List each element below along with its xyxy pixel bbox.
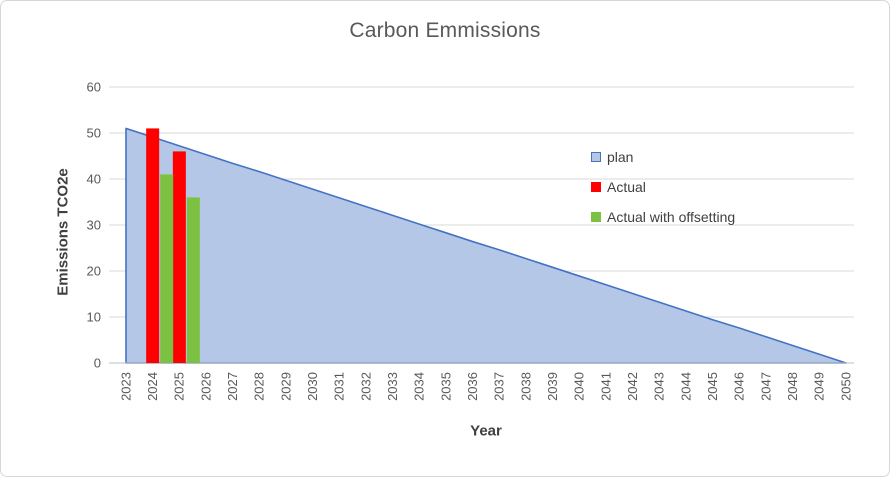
y-tick-label-40: 40 (87, 172, 101, 187)
x-tick-label-2031: 2031 (332, 372, 347, 401)
x-tick-label-2033: 2033 (385, 372, 400, 401)
x-tick-label-2043: 2043 (652, 372, 667, 401)
y-tick-label-10: 10 (87, 310, 101, 325)
x-tick-label-2044: 2044 (678, 372, 693, 401)
x-tick-label-2038: 2038 (518, 372, 533, 401)
x-tick-label-2026: 2026 (198, 372, 213, 401)
x-tick-label-2045: 2045 (705, 372, 720, 401)
legend-label: Actual (607, 179, 646, 195)
x-tick-label-2048: 2048 (785, 372, 800, 401)
y-tick-label-50: 50 (87, 126, 101, 141)
plan-area-swatch-icon (591, 152, 601, 162)
actual-square-swatch-icon (591, 182, 601, 192)
y-tick-label-20: 20 (87, 264, 101, 279)
y-tick-label-30: 30 (87, 218, 101, 233)
x-tick-label-2024: 2024 (145, 372, 160, 401)
bar-actual-2024 (146, 128, 160, 363)
x-tick-label-2037: 2037 (492, 372, 507, 401)
legend-item-plan: plan (591, 142, 735, 172)
offsetting-square-swatch-icon (591, 212, 601, 222)
x-tick-label-2049: 2049 (812, 372, 827, 401)
x-tick-label-2032: 2032 (358, 372, 373, 401)
x-tick-label-2039: 2039 (545, 372, 560, 401)
x-axis-title: Year (470, 422, 502, 440)
x-tick-label-2047: 2047 (758, 372, 773, 401)
legend-label: plan (607, 149, 634, 165)
x-tick-label-2029: 2029 (278, 372, 293, 401)
x-tick-label-2035: 2035 (438, 372, 453, 401)
x-tick-label-2042: 2042 (625, 372, 640, 401)
chart-title: Carbon Emmissions (349, 19, 541, 42)
x-tick-label-2040: 2040 (572, 372, 587, 401)
bar-actual-with-offsetting-2025 (186, 197, 200, 363)
x-tick-label-2030: 2030 (305, 372, 320, 401)
legend-item-actual-offsetting: Actual with offsetting (591, 202, 735, 232)
x-tick-label-2050: 2050 (838, 372, 853, 401)
y-axis-title: Emissions TCO2e (54, 168, 72, 296)
x-tick-label-2034: 2034 (412, 372, 427, 401)
bar-actual-with-offsetting-2024 (160, 174, 174, 363)
y-tick-label-0: 0 (94, 356, 101, 371)
bar-actual-2025 (172, 151, 186, 363)
x-tick-label-2027: 2027 (225, 372, 240, 401)
legend: plan Actual Actual with offsetting (591, 142, 735, 232)
y-tick-label-60: 60 (87, 80, 101, 95)
x-tick-label-2041: 2041 (598, 372, 613, 401)
legend-label: Actual with offsetting (607, 209, 736, 225)
x-tick-label-2025: 2025 (172, 372, 187, 401)
x-tick-label-2046: 2046 (732, 372, 747, 401)
x-tick-label-2036: 2036 (465, 372, 480, 401)
area-series-plan (125, 127, 847, 364)
legend-item-actual: Actual (591, 172, 735, 202)
x-tick-label-2023: 2023 (118, 372, 133, 401)
x-tick-label-2028: 2028 (252, 372, 267, 401)
